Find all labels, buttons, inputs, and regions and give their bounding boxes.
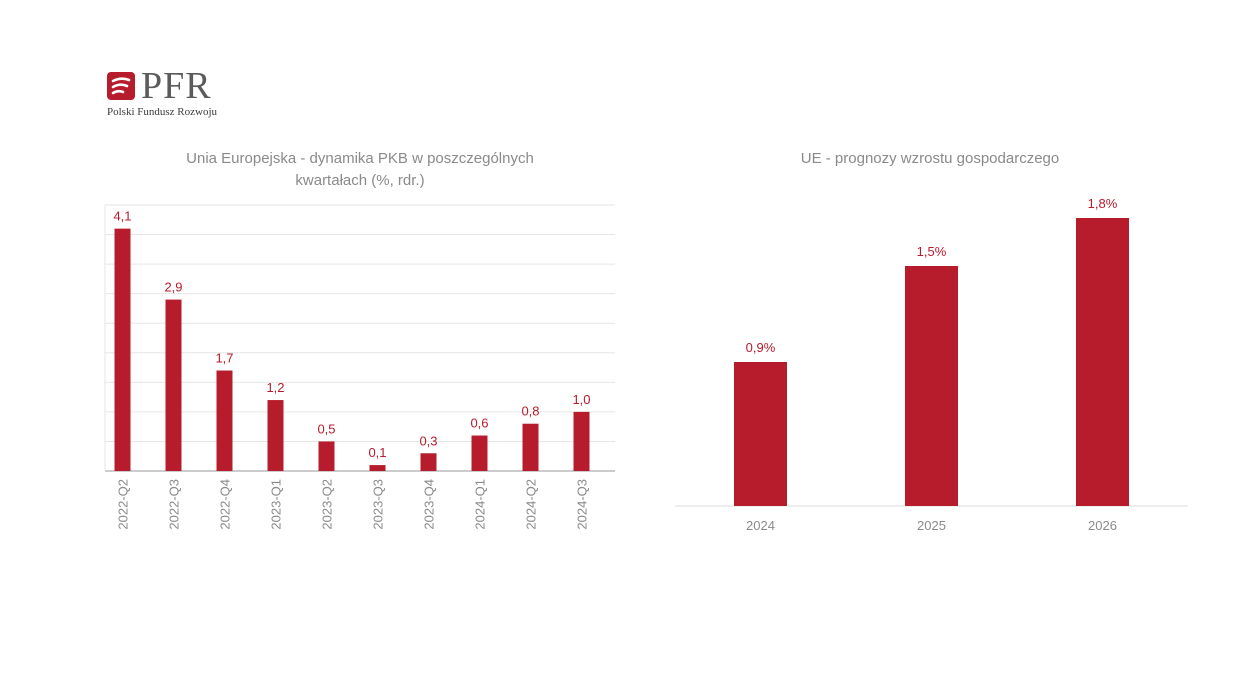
bar-2023-Q4 [420,453,437,471]
bar-2023-Q2 [318,441,335,471]
tick-label-2022-Q2: 2022-Q2 [116,479,131,530]
tick-label-2023-Q2: 2023-Q2 [320,479,335,530]
bar-2024-Q3 [573,411,590,471]
bar-2022-Q2 [114,228,131,471]
tick-label-2025: 2025 [917,518,946,533]
tick-label-2023-Q4: 2023-Q4 [422,479,437,530]
tick-label-2024-Q2: 2024-Q2 [524,479,539,530]
bar-2023-Q1 [267,400,284,471]
data-label-2022-Q2: 4,1 [113,209,131,224]
tick-label-2024-Q3: 2024-Q3 [575,479,590,530]
bar-2023-Q3 [369,465,386,471]
chart-1-title: Unia Europejska - dynamika PKB w poszcze… [186,150,534,189]
data-label-2024-Q2: 0,8 [521,404,539,419]
tick-label-2023-Q3: 2023-Q3 [371,479,386,530]
data-label-2024-Q3: 1,0 [572,392,590,407]
data-label-2022-Q3: 2,9 [164,280,182,295]
tick-label-2024-Q1: 2024-Q1 [473,479,488,530]
data-label-2024-Q1: 0,6 [470,416,488,431]
chart-2: 0,9% 2024 1,5% 2025 1,8% 2026 [675,196,1188,533]
data-label-2023-Q1: 1,2 [266,380,284,395]
tick-label-2026: 2026 [1088,518,1117,533]
bar-2025 [905,266,958,506]
tick-label-2022-Q4: 2022-Q4 [218,479,233,530]
bar-2024-Q1 [471,435,488,471]
bar-2022-Q3 [165,299,182,471]
bar-2024-Q2 [522,423,539,471]
data-label-2022-Q4: 1,7 [215,351,233,366]
bar-2026 [1076,218,1129,506]
tick-label-2022-Q3: 2022-Q3 [167,479,182,530]
logo-subtitle: Polski Fundusz Rozwoju [107,106,218,118]
data-label-2024: 0,9% [746,340,776,355]
pfr-logo-icon [107,72,135,100]
data-label-2025: 1,5% [917,244,947,259]
bar-2024 [734,362,787,506]
tick-label-2023-Q1: 2023-Q1 [269,479,284,530]
pfr-logo: PFR Polski Fundusz Rozwoju [107,66,247,122]
data-label-2023-Q2: 0,5 [317,421,335,436]
logo-brand: PFR [141,65,212,107]
data-label-2026: 1,8% [1088,196,1118,211]
tick-label-2024: 2024 [746,518,775,533]
chart-2-title: UE - prognozy wzrostu gospodarczego [800,150,1060,167]
data-label-2023-Q3: 0,1 [368,445,386,460]
data-label-2023-Q4: 0,3 [419,433,437,448]
chart-1: 4,1 2022-Q2 2,9 2022-Q3 1,7 2022-Q4 1,2 2023-Q1… [104,204,615,530]
bar-2022-Q4 [216,370,233,471]
